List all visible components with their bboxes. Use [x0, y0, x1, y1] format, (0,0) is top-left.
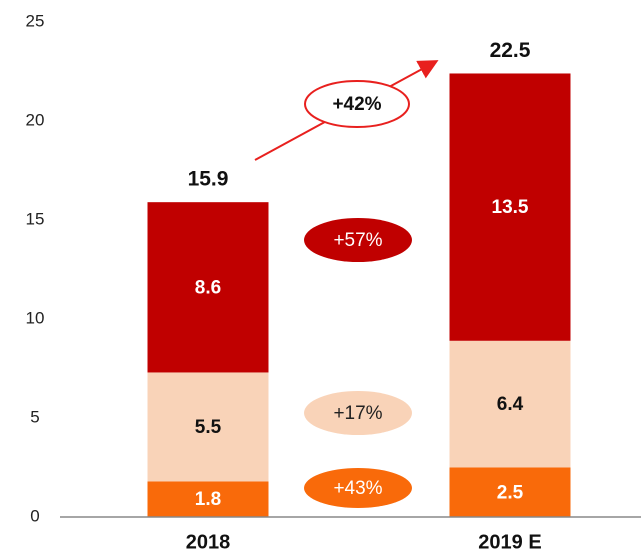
y-tick-label: 10 [26, 308, 45, 327]
annotation: +17% [333, 403, 382, 424]
total-label: 22.5 [490, 39, 531, 62]
x-tick-label: 2018 [186, 531, 231, 552]
annotation-bubble [304, 468, 412, 508]
data-label: 13.5 [492, 197, 529, 218]
x-tick-label: 2019 E [478, 531, 541, 552]
data-label: 8.6 [195, 277, 221, 298]
annotation: +42% [332, 94, 381, 115]
bar-segment [147, 202, 269, 373]
annotation-bubble [304, 80, 410, 128]
annotation-bubble [304, 218, 412, 262]
data-label: 2.5 [497, 482, 524, 503]
bar-segment [449, 73, 571, 341]
data-label: 6.4 [497, 394, 524, 415]
y-tick-label: 25 [26, 11, 45, 30]
annotation-bubble [304, 391, 412, 435]
bar-segment [449, 467, 571, 517]
bar-segment [147, 481, 269, 517]
annotation: +43% [333, 478, 382, 499]
annotation: +57% [333, 230, 382, 251]
data-label: 1.8 [195, 489, 221, 510]
y-tick-label: 15 [26, 209, 45, 228]
total-label: 15.9 [188, 168, 229, 191]
bar-segment [147, 372, 269, 482]
y-tick-label: 20 [26, 110, 45, 129]
data-label: 5.5 [195, 417, 222, 438]
bar-segment [449, 340, 571, 468]
y-tick-label: 5 [30, 407, 39, 426]
y-tick-label: 0 [30, 506, 39, 525]
